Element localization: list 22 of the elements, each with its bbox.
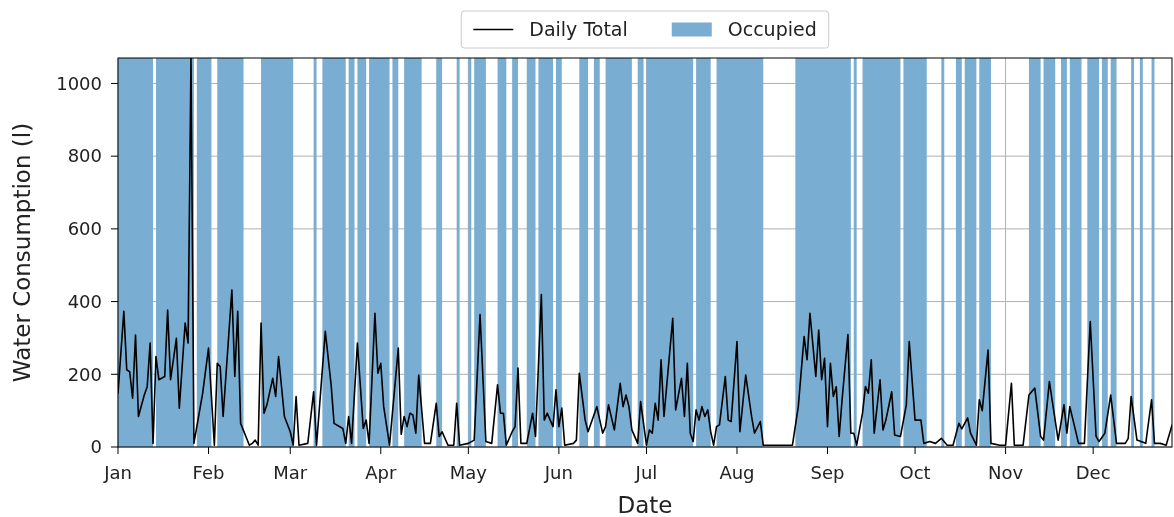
x-tick-label: Jul: [634, 462, 658, 483]
x-tick-label: Nov: [988, 462, 1024, 483]
legend-label: Occupied: [727, 18, 817, 41]
x-tick-label: Dec: [1075, 462, 1111, 483]
x-tick-label: Oct: [899, 462, 931, 483]
x-tick-label: Apr: [365, 462, 397, 483]
y-tick-label: 400: [67, 290, 102, 312]
x-tick-label: Aug: [719, 462, 755, 483]
y-axis-title: Water Consumption (l): [9, 122, 35, 383]
x-tick-label: May: [449, 462, 488, 483]
x-axis-title: Date: [617, 492, 673, 517]
x-tick-label: Mar: [273, 462, 308, 483]
x-tick-label: Jan: [103, 462, 132, 483]
x-tick-label: Jun: [543, 462, 573, 483]
legend-label: Daily Total: [529, 18, 628, 41]
y-tick-label: 1000: [56, 72, 102, 94]
x-tick-label: Sep: [810, 462, 845, 483]
y-tick-label: 800: [67, 145, 102, 167]
x-tick-label: Feb: [192, 462, 225, 483]
y-tick-label: 200: [67, 363, 102, 385]
y-tick-label: 0: [90, 436, 102, 458]
y-tick-label: 600: [67, 218, 102, 240]
